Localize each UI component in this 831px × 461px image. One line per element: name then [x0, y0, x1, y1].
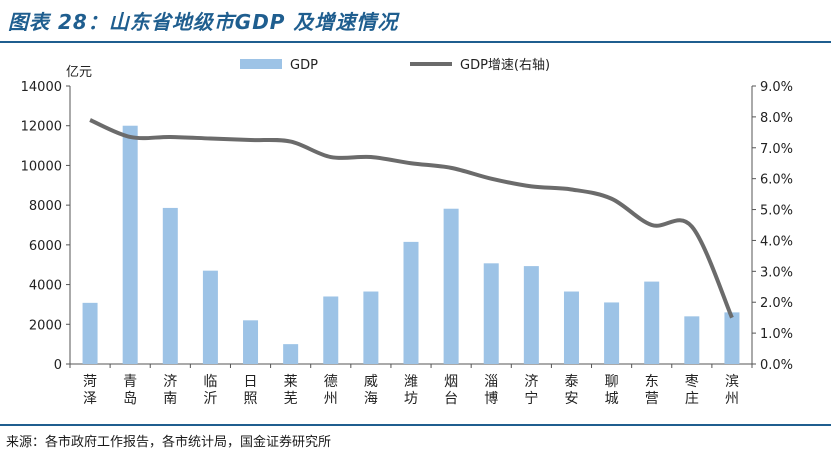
x-tick-label: 烟台	[444, 374, 458, 407]
line-gdp-growth	[89, 118, 734, 319]
y-right-tick-label: 8.0%	[760, 111, 793, 126]
bar-gdp	[563, 291, 579, 364]
legend-swatch-gdp	[240, 59, 282, 69]
y-left-tick-label: 4000	[29, 279, 62, 294]
y-right-tick-label: 7.0%	[760, 142, 793, 157]
x-tick-label: 临沂	[203, 374, 217, 407]
x-tick-label: 济南	[163, 374, 177, 407]
bar-gdp	[604, 302, 620, 364]
footer-rule	[0, 424, 831, 426]
bar-gdp	[724, 312, 740, 364]
bar-gdp	[323, 296, 339, 364]
page-title: 图表 28：山东省地级市GDP 及增速情况	[8, 10, 399, 34]
x-tick-label: 菏泽	[83, 374, 97, 407]
y-right-tick-label: 5.0%	[760, 204, 793, 219]
source-note: 来源：各市政府工作报告，各市统计局，国金证券研究所	[6, 435, 332, 450]
y-right-tick-label: 6.0%	[760, 173, 793, 188]
bar-gdp	[202, 270, 218, 364]
bar-gdp	[644, 281, 660, 364]
bar-gdp	[363, 291, 379, 364]
y-left-axis-label: 亿元	[66, 65, 92, 80]
x-tick-label: 德州	[324, 374, 338, 407]
y-right-tick-label: 0.0%	[760, 358, 793, 373]
bar-gdp	[243, 320, 259, 364]
x-tick-label: 威海	[364, 374, 378, 407]
x-tick-label: 东营	[645, 374, 659, 407]
bar-gdp	[162, 207, 178, 364]
bar-gdp	[403, 241, 419, 364]
bar-gdp	[523, 266, 539, 364]
y-right-tick-label: 9.0%	[760, 80, 793, 95]
y-left-tick-label: 6000	[29, 239, 62, 254]
x-tick-label: 莱芜	[284, 374, 298, 407]
x-tick-label: 济宁	[524, 374, 538, 407]
title-rule	[0, 41, 831, 43]
bar-gdp	[283, 344, 299, 364]
y-right-tick-label: 2.0%	[760, 296, 793, 311]
title-bar: 图表 28：山东省地级市GDP 及增速情况	[0, 0, 831, 44]
bar-gdp	[82, 302, 98, 364]
x-tick-label: 青岛	[123, 374, 137, 407]
y-left-tick-label: 14000	[21, 80, 62, 95]
x-tick-label: 日照	[244, 374, 258, 407]
y-left-tick-label: 8000	[29, 199, 62, 214]
x-tick-label: 泰安	[564, 374, 578, 407]
y-right-tick-label: 3.0%	[760, 265, 793, 280]
bar-gdp	[684, 316, 700, 364]
y-right-tick-label: 1.0%	[760, 327, 793, 342]
y-left-tick-label: 10000	[21, 159, 62, 174]
x-tick-label: 潍坊	[404, 374, 418, 407]
x-tick-label: 聊城	[605, 374, 619, 407]
legend-label-gdp: GDP	[290, 58, 318, 73]
gdp-growth-chart: 0 2000 4000 6000 8000 10000 12000 14000 亿元 0.0% 1.…	[21, 58, 793, 407]
x-tick-label: 淄博	[484, 374, 498, 407]
y-left-tick-label: 12000	[21, 120, 62, 135]
y-left-tick-label: 0	[54, 358, 62, 373]
bar-gdp	[122, 125, 138, 364]
x-tick-label: 滨州	[725, 374, 739, 407]
y-right-tick-label: 4.0%	[760, 234, 793, 249]
y-left-tick-label: 2000	[29, 318, 62, 333]
x-tick-label: 枣庄	[685, 374, 699, 407]
bar-gdp	[483, 263, 499, 364]
legend-label-growth: GDP增速(右轴)	[460, 58, 550, 73]
bar-gdp	[443, 208, 459, 364]
